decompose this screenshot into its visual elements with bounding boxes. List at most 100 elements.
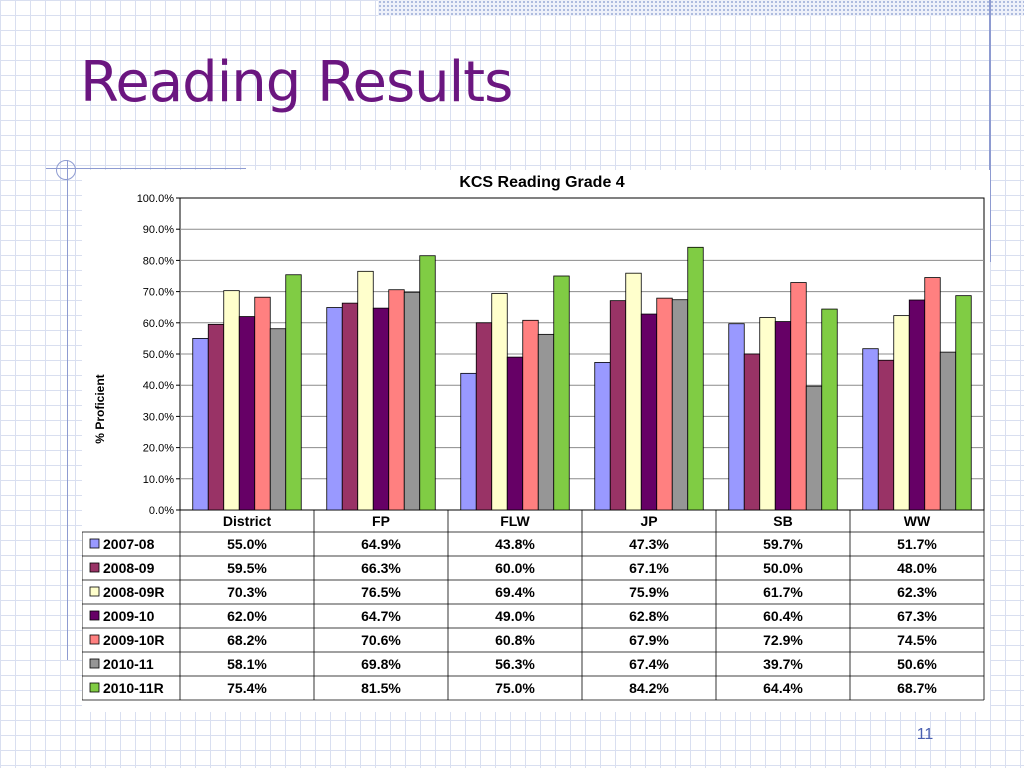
- bar-2009-10-WW: [908, 299, 926, 511]
- crosshair-ornament: [56, 160, 76, 180]
- y-tick-label: 30.0%: [143, 411, 174, 423]
- bar-2010-11R-District: [285, 274, 302, 511]
- legend-swatch-2009-10: [89, 610, 100, 621]
- y-tick-label: 100.0%: [137, 193, 175, 205]
- legend-label-2008-09: 2008-09: [103, 560, 155, 576]
- table-header-FLW: FLW: [500, 513, 530, 529]
- y-axis-label: % Proficient: [93, 374, 107, 444]
- data-label-2009-10-SB: 60.4%: [763, 608, 803, 624]
- bar-2007-08-FLW: [460, 372, 477, 511]
- chart-svg: 0.0% 10.0% 20.0% 30.0% 40.0% 50.0% 60.0% 70.0% 8…: [82, 193, 985, 701]
- legend-label-2009-10R: 2009-10R: [103, 632, 165, 648]
- bar-2009-10R-JP: [656, 297, 673, 511]
- data-label-2010-11R-JP: 84.2%: [629, 680, 669, 696]
- data-label-2009-10-District: 62.0%: [227, 608, 267, 624]
- bar-2007-08-WW: [862, 348, 879, 511]
- data-label-2010-11-SB: 39.7%: [763, 656, 803, 672]
- bar-2009-10R-FLW: [522, 319, 539, 511]
- y-tick-label: 90.0%: [143, 224, 174, 236]
- decorative-vertical-rule: [67, 160, 68, 660]
- y-tick-label: 80.0%: [143, 255, 174, 267]
- bar-2008-09R-WW: [893, 315, 910, 511]
- bar-2007-08-SB: [728, 323, 745, 511]
- data-label-2010-11-JP: 67.4%: [629, 656, 669, 672]
- bar-2008-09R-JP: [625, 272, 642, 511]
- data-label-2010-11-FP: 69.8%: [361, 656, 401, 672]
- data-label-2010-11-FLW: 56.3%: [495, 656, 535, 672]
- y-tick-label: 40.0%: [143, 380, 174, 392]
- data-label-2008-09-District: 59.5%: [227, 560, 267, 576]
- bar-2007-08-FP: [326, 307, 343, 511]
- data-label-2008-09R-SB: 61.7%: [763, 584, 803, 600]
- bar-2008-09-WW: [877, 359, 895, 511]
- bar-2008-09R-SB: [759, 317, 776, 511]
- data-label-2010-11-WW: 50.6%: [897, 656, 937, 672]
- data-label-2008-09R-WW: 62.3%: [897, 584, 937, 600]
- bar-2008-09-District: [207, 323, 225, 511]
- data-label-2007-08-District: 55.0%: [227, 536, 267, 552]
- data-label-2009-10R-FLW: 60.8%: [495, 632, 535, 648]
- table-header-JP: JP: [640, 513, 657, 529]
- bar-2010-11-JP: [671, 299, 689, 511]
- bar-2010-11-FLW: [537, 333, 555, 511]
- bar-2009-10R-WW: [924, 277, 941, 511]
- data-label-2009-10R-District: 68.2%: [227, 632, 267, 648]
- data-label-2008-09R-FP: 76.5%: [361, 584, 401, 600]
- data-label-2010-11-District: 58.1%: [227, 656, 267, 672]
- bar-2008-09R-FLW: [491, 293, 508, 511]
- bar-2009-10-JP: [640, 313, 658, 511]
- table-header-District: District: [223, 513, 272, 529]
- decorative-top-band: [378, 0, 1024, 16]
- data-label-2009-10R-SB: 72.9%: [763, 632, 803, 648]
- bar-2010-11R-JP: [687, 246, 704, 511]
- legend-swatch-2010-11R: [89, 682, 100, 693]
- bar-2010-11R-WW: [955, 295, 972, 511]
- data-label-2008-09-SB: 50.0%: [763, 560, 803, 576]
- bar-2009-10R-District: [254, 296, 271, 511]
- bar-2008-09R-FP: [357, 270, 374, 511]
- slide-title: Reading Results: [80, 50, 513, 115]
- bar-2008-09-SB: [743, 353, 761, 511]
- bar-2008-09R-District: [223, 290, 240, 511]
- bar-2007-08-District: [192, 337, 209, 511]
- legend-swatch-2010-11: [89, 658, 100, 669]
- y-tick-label: 10.0%: [143, 474, 174, 486]
- table-header-SB: SB: [773, 513, 792, 529]
- data-label-2008-09R-District: 70.3%: [227, 584, 267, 600]
- legend-label-2010-11R: 2010-11R: [103, 680, 164, 696]
- data-label-2009-10R-WW: 74.5%: [897, 632, 937, 648]
- data-label-2007-08-JP: 47.3%: [629, 536, 669, 552]
- data-label-2008-09-FLW: 60.0%: [495, 560, 535, 576]
- legend-label-2007-08: 2007-08: [103, 536, 155, 552]
- y-tick-label: 0.0%: [149, 505, 174, 517]
- bar-2007-08-JP: [594, 362, 611, 511]
- bar-2010-11-SB: [805, 385, 823, 511]
- decorative-right-rule: [989, 0, 991, 262]
- legend-label-2009-10: 2009-10: [103, 608, 155, 624]
- bar-2009-10R-SB: [790, 282, 807, 511]
- chart-panel: 0.0% 10.0% 20.0% 30.0% 40.0% 50.0% 60.0% 70.0% 8…: [82, 170, 990, 712]
- data-label-2010-11R-FLW: 75.0%: [495, 680, 535, 696]
- y-tick-label: 60.0%: [143, 318, 174, 330]
- data-label-2007-08-SB: 59.7%: [763, 536, 803, 552]
- data-label-2008-09-WW: 48.0%: [897, 560, 937, 576]
- data-label-2009-10-FLW: 49.0%: [495, 608, 535, 624]
- legend-label-2010-11: 2010-11: [103, 656, 154, 672]
- bar-2010-11R-SB: [821, 308, 838, 511]
- data-label-2009-10-JP: 62.8%: [629, 608, 669, 624]
- legend-swatch-2008-09R: [89, 586, 100, 597]
- bar-2009-10-FP: [372, 307, 390, 511]
- bar-2010-11-District: [269, 328, 287, 511]
- bar-2008-09-FP: [341, 302, 359, 511]
- bar-2009-10-District: [238, 316, 256, 511]
- data-label-2010-11R-FP: 81.5%: [361, 680, 401, 696]
- bar-2009-10-SB: [774, 321, 792, 511]
- y-tick-label: 70.0%: [143, 287, 174, 299]
- bar-2010-11R-FP: [419, 255, 436, 511]
- bar-2009-10R-FP: [388, 289, 405, 511]
- bar-2009-10-FLW: [506, 356, 524, 511]
- data-label-2009-10-WW: 67.3%: [897, 608, 937, 624]
- bar-2010-11-WW: [939, 351, 957, 511]
- data-label-2008-09R-JP: 75.9%: [629, 584, 669, 600]
- legend-label-2008-09R: 2008-09R: [103, 584, 165, 600]
